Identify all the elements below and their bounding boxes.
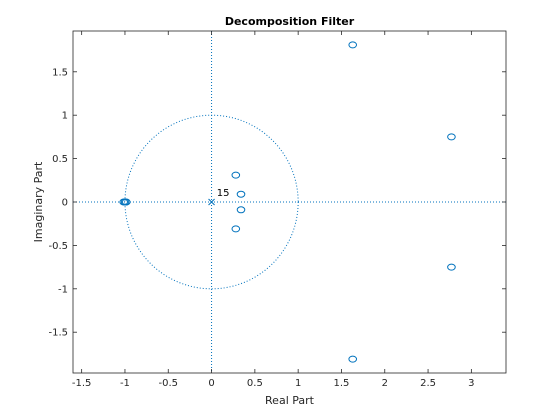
x-tick-label: 2	[382, 378, 388, 389]
x-axis-label: Real Part	[265, 394, 315, 407]
unit-circle	[124, 114, 299, 290]
x-tick-label: 0	[208, 378, 214, 389]
zero-marker	[231, 225, 241, 233]
y-tick-label: 1.5	[52, 67, 68, 78]
chart-title: Decomposition Filter	[225, 15, 355, 28]
zero-marker	[348, 41, 358, 49]
x-tick-label: 2.5	[420, 378, 436, 389]
x-tick-label: -1	[120, 378, 130, 389]
y-tick-label: 0.5	[52, 154, 68, 165]
plot-area: -1.5 -1 -0.5 0 0.5 1 1.5 2 2.5 3 -1.5 -1 -0.5 0 0.5 1 1.…	[48, 30, 507, 389]
x-tick-label: 0.5	[247, 378, 263, 389]
x-tick-label: 1.5	[334, 378, 350, 389]
x-tick-label: 3	[468, 378, 474, 389]
y-tick-label: -1	[58, 284, 68, 295]
y-tick-label: -1.5	[48, 328, 68, 339]
y-tick-label: 1	[62, 111, 68, 122]
x-tick-label: -1.5	[72, 378, 92, 389]
pole-marker	[208, 198, 215, 206]
y-tick-label: -0.5	[48, 241, 68, 252]
x-tick-label: 1	[295, 378, 301, 389]
zero-marker	[231, 171, 241, 179]
x-tick-label: -0.5	[159, 378, 179, 389]
zero-marker	[447, 133, 456, 141]
zero-marker	[348, 355, 358, 363]
y-tick-label: 0	[62, 198, 68, 209]
y-axis-label: Imaginary Part	[32, 161, 45, 242]
zero-marker	[119, 198, 128, 206]
zero-marker	[236, 190, 246, 198]
zero-marker	[447, 263, 456, 271]
zero-marker	[236, 206, 246, 214]
pole-multiplicity-label: 15	[217, 188, 230, 199]
